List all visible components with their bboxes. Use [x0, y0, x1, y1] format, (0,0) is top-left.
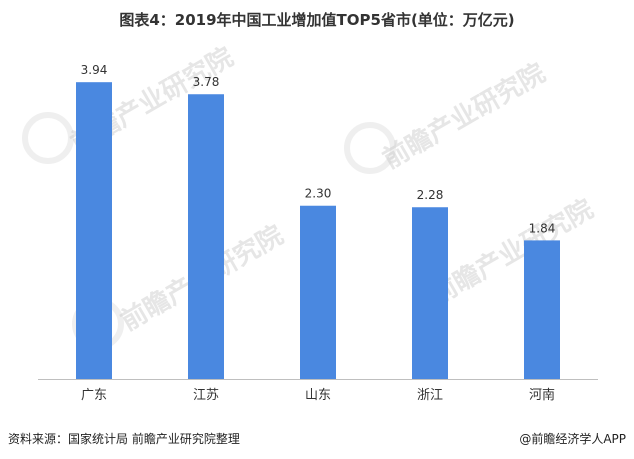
bar-浙江	[412, 207, 448, 379]
x-tick-label: 广东	[81, 388, 107, 403]
data-label: 2.30	[305, 187, 332, 201]
x-tick-label: 山东	[305, 388, 331, 403]
x-tick-label: 河南	[529, 387, 555, 403]
data-label: 2.28	[417, 188, 444, 202]
bar-河南	[524, 240, 560, 379]
data-label: 1.84	[529, 221, 556, 235]
source-note: 资料来源：国家统计局 前瞻产业研究院整理	[8, 432, 240, 446]
data-label: 3.94	[81, 63, 108, 77]
bar-山东	[300, 205, 336, 379]
bar-江苏	[188, 94, 224, 380]
bar-广东	[76, 82, 112, 379]
x-tick-label: 江苏	[193, 387, 219, 403]
x-tick-label: 浙江	[417, 388, 443, 403]
data-label: 3.78	[193, 75, 220, 89]
credit-note: @前瞻经济学人APP	[519, 432, 626, 446]
chart-title: 图表4：2019年中国工业增加值TOP5省市(单位：万亿元)	[119, 11, 515, 29]
